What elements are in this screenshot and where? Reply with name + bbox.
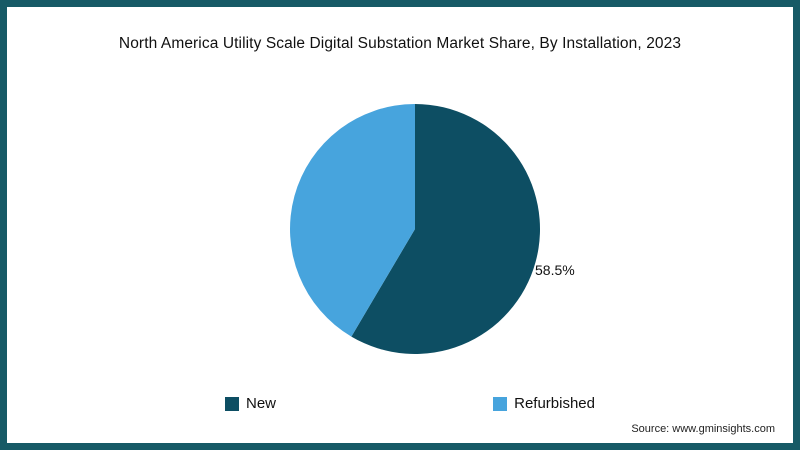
pie-slice-refurbished xyxy=(290,104,415,337)
legend: New Refurbished xyxy=(225,395,595,412)
legend-item-refurbished: Refurbished xyxy=(493,395,595,412)
legend-swatch-refurbished xyxy=(493,396,508,411)
pie-chart-svg xyxy=(290,104,541,354)
legend-swatch-new xyxy=(225,396,239,411)
source-attribution: Source: www.gminsights.com xyxy=(631,423,775,435)
legend-item-new: New xyxy=(225,395,276,412)
chart-title: North America Utility Scale Digital Subs… xyxy=(118,35,682,52)
legend-label-new: New xyxy=(246,395,277,412)
pie-slice-new xyxy=(351,104,541,354)
legend-label-refurbished: Refurbished xyxy=(514,395,595,412)
pie-chart xyxy=(285,99,545,359)
pie-data-label: 58.5% xyxy=(535,262,575,278)
